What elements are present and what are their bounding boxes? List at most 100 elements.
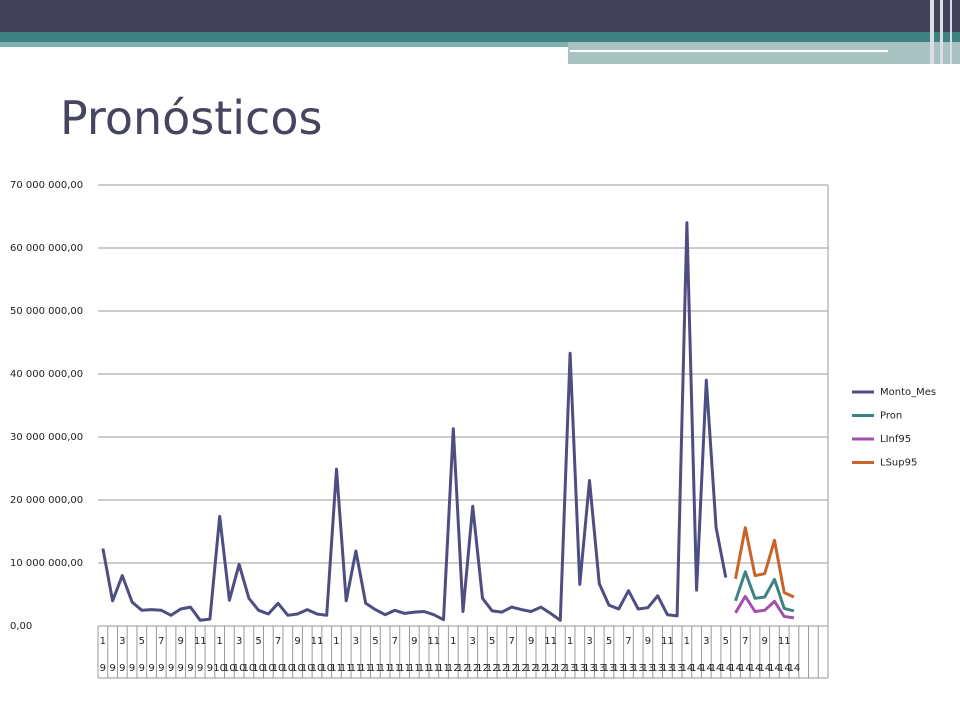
x-year-label: 14 — [788, 663, 801, 674]
x-year-label: 9 — [129, 663, 135, 674]
x-year-label: 14 — [739, 663, 752, 674]
x-tick-label: 9 — [645, 636, 651, 647]
x-year-label: 9 — [197, 663, 203, 674]
series-line — [734, 526, 795, 599]
x-year-label: 10 — [291, 663, 304, 674]
x-tick-label: 9 — [762, 636, 768, 647]
legend-label: Monto_Mes — [880, 387, 936, 398]
y-tick-label: 50 000 000,00 — [10, 306, 83, 317]
x-year-label: 12 — [515, 663, 528, 674]
x-year-label: 9 — [178, 663, 184, 674]
x-year-label: 9 — [207, 663, 213, 674]
x-year-label: 9 — [109, 663, 115, 674]
x-year-label: 13 — [661, 663, 674, 674]
x-year-label: 12 — [447, 663, 460, 674]
y-tick-label: 60 000 000,00 — [10, 243, 83, 254]
x-year-label: 9 — [119, 663, 125, 674]
x-tick-label: 7 — [508, 636, 514, 647]
y-tick-label: 40 000 000,00 — [10, 369, 83, 380]
x-tick-label: 1 — [100, 636, 106, 647]
x-year-label: 11 — [340, 663, 353, 674]
x-year-label: 13 — [573, 663, 586, 674]
slide-title: Pronósticos — [60, 91, 322, 145]
x-tick-label: 1 — [333, 636, 339, 647]
x-year-label: 13 — [583, 663, 596, 674]
x-year-label: 11 — [369, 663, 382, 674]
y-tick-label: 70 000 000,00 — [10, 180, 83, 191]
x-year-label: 12 — [534, 663, 547, 674]
x-year-label: 9 — [187, 663, 193, 674]
x-year-label: 14 — [700, 663, 713, 674]
x-year-label: 14 — [758, 663, 771, 674]
x-year-label: 14 — [729, 663, 742, 674]
header-stripe-gray — [568, 42, 960, 64]
x-tick-label: 3 — [703, 636, 709, 647]
x-tick-label: 5 — [255, 636, 261, 647]
x-tick-label: 11 — [194, 636, 207, 647]
x-tick-label: 7 — [392, 636, 398, 647]
series-line — [734, 570, 795, 613]
x-year-label: 10 — [301, 663, 314, 674]
y-tick-label: 30 000 000,00 — [10, 432, 83, 443]
x-year-label: 12 — [544, 663, 557, 674]
x-tick-label: 9 — [411, 636, 417, 647]
x-year-label: 10 — [311, 663, 324, 674]
x-year-label: 14 — [690, 663, 703, 674]
x-tick-label: 1 — [216, 636, 222, 647]
x-year-label: 11 — [427, 663, 440, 674]
x-tick-label: 11 — [544, 636, 557, 647]
x-tick-label: 7 — [158, 636, 164, 647]
x-year-label: 10 — [252, 663, 265, 674]
x-year-label: 12 — [554, 663, 567, 674]
x-year-label: 10 — [272, 663, 285, 674]
x-tick-label: 3 — [353, 636, 359, 647]
x-tick-label: 1 — [450, 636, 456, 647]
x-tick-label: 1 — [684, 636, 690, 647]
x-tick-label: 3 — [470, 636, 476, 647]
x-year-label: 14 — [710, 663, 723, 674]
x-year-label: 13 — [651, 663, 664, 674]
x-year-label: 11 — [330, 663, 343, 674]
x-year-label: 12 — [476, 663, 489, 674]
x-tick-label: 5 — [723, 636, 729, 647]
x-tick-label: 11 — [427, 636, 440, 647]
x-year-label: 13 — [671, 663, 684, 674]
x-year-label: 12 — [466, 663, 479, 674]
x-year-label: 9 — [139, 663, 145, 674]
x-year-label: 9 — [168, 663, 174, 674]
legend-label: LSup95 — [880, 458, 917, 469]
x-year-label: 13 — [603, 663, 616, 674]
header-bar — [0, 0, 960, 32]
x-year-label: 10 — [233, 663, 246, 674]
x-year-label: 12 — [505, 663, 518, 674]
x-tick-label: 9 — [528, 636, 534, 647]
x-year-label: 12 — [486, 663, 499, 674]
x-year-label: 14 — [749, 663, 762, 674]
y-tick-label: 10 000 000,00 — [10, 558, 83, 569]
x-year-label: 14 — [719, 663, 732, 674]
x-year-label: 13 — [593, 663, 606, 674]
x-year-label: 10 — [213, 663, 226, 674]
x-year-label: 9 — [100, 663, 106, 674]
x-year-label: 11 — [408, 663, 421, 674]
x-year-label: 13 — [622, 663, 635, 674]
x-year-label: 14 — [778, 663, 791, 674]
legend-label: Pron — [880, 411, 902, 422]
x-year-label: 10 — [281, 663, 294, 674]
x-tick-label: 5 — [372, 636, 378, 647]
x-year-label: 14 — [768, 663, 781, 674]
x-tick-label: 3 — [586, 636, 592, 647]
x-year-label: 13 — [564, 663, 577, 674]
x-tick-label: 9 — [294, 636, 300, 647]
y-tick-label: 0,00 — [10, 621, 32, 632]
x-tick-label: 1 — [567, 636, 573, 647]
x-year-label: 12 — [457, 663, 470, 674]
header-stripe-light — [0, 42, 568, 47]
x-tick-label: 11 — [311, 636, 324, 647]
x-year-label: 11 — [398, 663, 411, 674]
header-stripe — [0, 32, 960, 42]
header-deco — [950, 0, 952, 64]
x-tick-label: 5 — [606, 636, 612, 647]
x-year-label: 11 — [350, 663, 363, 674]
y-tick-label: 20 000 000,00 — [10, 495, 83, 506]
